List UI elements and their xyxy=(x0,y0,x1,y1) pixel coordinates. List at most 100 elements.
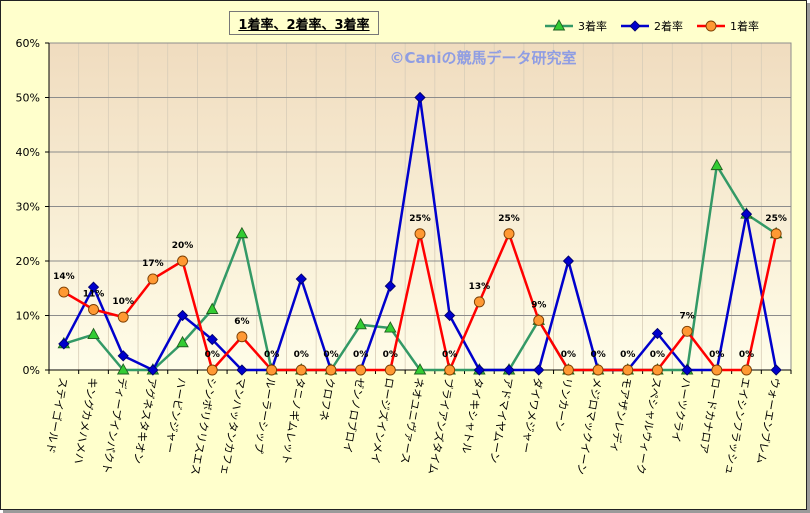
win-rate-point-16 xyxy=(503,228,515,240)
win-rate-data-label: 9% xyxy=(531,300,546,310)
win-rate-data-label: 13% xyxy=(469,282,491,292)
chart-title: 1着率、2着率、3着率 xyxy=(238,17,370,33)
chart-title-box: 1着率、2着率、3着率 xyxy=(229,11,379,35)
win-rate-point-21 xyxy=(651,364,663,376)
win-rate-data-label: 25% xyxy=(409,214,431,224)
win-rate-data-label: 14% xyxy=(53,272,75,282)
win-rate-data-label: 0% xyxy=(620,350,635,360)
win-rate-data-label: 10% xyxy=(112,297,134,307)
win-rate-data-label: 0% xyxy=(442,350,457,360)
legend-item-third-place-rate: 3着率 xyxy=(545,19,607,33)
x-category-label: メジロマックイーン xyxy=(574,376,604,475)
third-place-rate-point-7 xyxy=(235,226,249,239)
x-category-label: タニノギムレット xyxy=(279,376,307,465)
x-category-label: ブライアンズタイム xyxy=(426,376,457,475)
x-category-label: ステイゴールド xyxy=(44,376,71,454)
x-category-label: マンハッタンカフェ xyxy=(218,376,248,476)
third-place-rate-point-5 xyxy=(176,335,189,348)
win-rate-point-10 xyxy=(325,364,337,376)
third-place-rate-point-13 xyxy=(413,363,427,375)
win-rate-point-3 xyxy=(117,311,129,323)
win-rate-data-label: 0% xyxy=(709,350,724,360)
x-category-label: アドマイヤムーン xyxy=(487,376,515,464)
second-place-rate-point-12 xyxy=(384,280,396,292)
x-category-label: ウォーエンブレム xyxy=(754,376,783,465)
series-group xyxy=(57,91,783,376)
third-place-rate-point-6 xyxy=(205,302,219,314)
second-place-rate-point-21 xyxy=(651,327,664,340)
y-tick-label: 60% xyxy=(16,37,40,50)
win-rate-point-5 xyxy=(177,255,189,267)
x-category-label: ダイワメジャー xyxy=(518,376,545,454)
x-category-label: ルーラーシップ xyxy=(251,376,277,454)
legend-swatch-marker xyxy=(705,20,717,32)
y-tick-label: 10% xyxy=(16,310,40,323)
second-place-rate-point-5 xyxy=(176,309,189,322)
win-rate-point-24 xyxy=(741,364,752,376)
third-place-rate-point-23 xyxy=(710,158,724,171)
second-place-rate-point-17 xyxy=(533,364,545,376)
win-rate-data-label: 17% xyxy=(142,259,164,269)
third-place-rate-point-12 xyxy=(384,321,397,333)
x-category-label: ネオユニヴァース xyxy=(398,376,427,465)
win-rate-point-25 xyxy=(770,228,782,240)
win-rate-data-label: 0% xyxy=(739,350,754,360)
win-rate-point-14 xyxy=(444,364,456,376)
watermark-text: ©Caniの競馬データ研究室 xyxy=(390,49,577,67)
x-category-label: タイキシャトル xyxy=(459,376,485,454)
x-category-label: キングカメハメハ xyxy=(71,376,100,465)
win-rate-point-12 xyxy=(384,364,396,376)
win-rate-data-label: 0% xyxy=(650,350,665,360)
win-rate-point-8 xyxy=(266,364,278,376)
win-rate-data-label: 7% xyxy=(679,311,694,321)
second-place-rate-point-7 xyxy=(236,364,248,376)
x-category-label: エイシンフラッシュ xyxy=(722,376,752,475)
x-category-label: ハーツクライ xyxy=(669,376,693,443)
x-category-label: ゼンノロブロイ xyxy=(340,376,367,454)
third-place-rate-point-2 xyxy=(87,327,100,340)
win-rate-data-label: 25% xyxy=(498,214,520,224)
legend-item-second-place-rate: 2着率 xyxy=(621,19,683,33)
second-place-rate-point-15 xyxy=(473,364,485,376)
second-place-rate-point-14 xyxy=(444,309,456,322)
win-rate-point-19 xyxy=(592,364,604,376)
second-place-rate-point-3 xyxy=(117,350,129,362)
y-tick-label: 40% xyxy=(16,146,40,159)
data-labels: 14% 11% 10% 17% 20% 0% 6% 0% 0% 0% 0% 0% 25% 0% 13% 25%… xyxy=(53,214,787,360)
second-place-rate-series xyxy=(58,91,782,376)
second-place-rate-point-24 xyxy=(740,208,753,220)
second-place-rate-point-9 xyxy=(295,273,307,285)
win-rate-point-1 xyxy=(58,286,70,298)
win-rate-point-23 xyxy=(711,364,723,376)
second-place-rate-point-1 xyxy=(58,338,70,350)
win-rate-point-18 xyxy=(562,364,574,376)
second-place-rate-point-16 xyxy=(503,364,515,376)
win-rate-point-22 xyxy=(681,325,693,337)
y-tick-label: 0% xyxy=(23,364,40,377)
win-rate-point-11 xyxy=(355,364,367,376)
win-rate-point-17 xyxy=(533,314,545,326)
win-rate-data-label: 0% xyxy=(383,350,398,360)
x-category-label: ロードカナロア xyxy=(696,376,722,454)
x-category-label: シンボリクリスエス xyxy=(188,376,218,476)
x-category-label: ロージズインメイ xyxy=(368,376,397,465)
legend-item-win-rate: 1着率 xyxy=(697,19,759,33)
legend: 3着率 2着率 1着率 xyxy=(545,19,759,33)
x-category-label: ハービンジャー xyxy=(162,376,188,454)
win-rate-data-label: 0% xyxy=(205,350,220,360)
second-place-rate-point-22 xyxy=(681,364,693,376)
second-place-rate-point-2 xyxy=(87,281,100,293)
x-category-label: モアザンレディ xyxy=(608,376,635,454)
legend-swatch-marker xyxy=(629,20,641,32)
legend-label: 2着率 xyxy=(654,19,683,33)
second-place-rate-point-6 xyxy=(206,333,218,346)
legend-label: 3着率 xyxy=(578,19,607,33)
win-rate-data-label: 6% xyxy=(234,317,249,327)
win-rate-point-15 xyxy=(473,296,485,308)
x-category-label: ディープインパクト xyxy=(99,376,130,475)
y-tick-label: 20% xyxy=(16,255,40,268)
win-rate-point-9 xyxy=(295,364,307,376)
win-rate-data-label: 25% xyxy=(765,214,787,224)
win-rate-data-label: 0% xyxy=(323,350,338,360)
